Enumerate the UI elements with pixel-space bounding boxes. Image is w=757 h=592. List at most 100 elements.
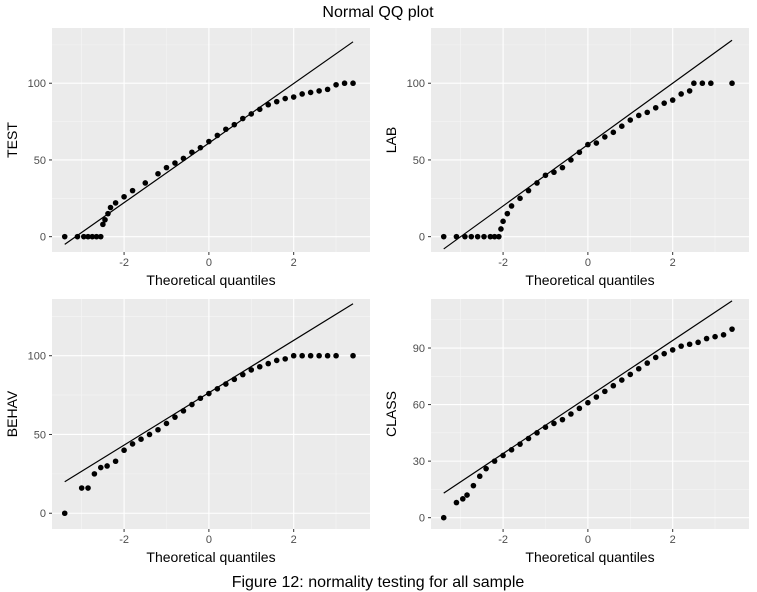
qq-point: [129, 187, 136, 194]
y-tick-label: 0: [40, 232, 46, 244]
y-tick-label: 50: [413, 155, 425, 167]
qq-point: [686, 341, 693, 348]
qq-point: [240, 115, 246, 122]
qq-point: [585, 141, 591, 148]
qq-point: [121, 447, 127, 454]
qq-point: [290, 94, 297, 100]
x-tick-label: 0: [206, 257, 212, 269]
qq-point: [568, 411, 574, 417]
y-tick-label: 50: [34, 429, 46, 441]
qq-point: [559, 416, 566, 423]
qq-point: [661, 100, 667, 106]
qq-point: [468, 233, 475, 240]
x-tick-label: -2: [119, 257, 129, 269]
qq-point: [265, 360, 272, 367]
figure-caption: Figure 12: normality testing for all sam…: [232, 574, 525, 591]
y-tick-label: 60: [413, 400, 425, 412]
x-tick-label: -2: [498, 257, 508, 269]
qq-point: [635, 112, 642, 119]
qq-point: [576, 149, 583, 156]
qq-point: [206, 390, 212, 397]
qq-point: [619, 123, 625, 129]
qq-point: [206, 138, 212, 145]
qq-point: [559, 164, 566, 171]
y-tick-label: 0: [40, 508, 46, 520]
qq-point: [462, 233, 468, 240]
qq-point: [534, 180, 540, 186]
qq-panel-class: -2 0 2 0 30 60 90 Theoretical quantiles CLASS: [383, 299, 749, 565]
qq-point: [440, 514, 447, 521]
y-axis-title: BEHAV: [4, 390, 20, 437]
qq-point: [708, 80, 714, 87]
qq-point: [307, 89, 314, 96]
qq-point: [324, 86, 331, 93]
qq-point: [695, 339, 701, 346]
qq-point: [282, 356, 289, 362]
qq-point: [504, 210, 511, 217]
qq-point: [265, 101, 272, 108]
qq-point: [610, 382, 617, 389]
qq-point: [483, 465, 489, 472]
qq-point: [729, 80, 735, 87]
qq-point: [299, 91, 305, 97]
qq-point: [635, 365, 642, 372]
y-tick-label: 0: [419, 232, 425, 244]
qq-point: [568, 157, 574, 163]
qq-point: [619, 377, 625, 383]
x-axis-title: Theoretical quantiles: [525, 272, 654, 288]
qq-point: [551, 169, 557, 176]
qq-point: [602, 388, 608, 395]
qq-point: [661, 350, 667, 357]
qq-point: [729, 326, 735, 332]
qq-point: [121, 193, 127, 200]
qq-point: [720, 332, 727, 338]
x-tick-label: 2: [291, 534, 297, 546]
x-tick-label: 0: [585, 534, 591, 546]
x-tick-label: 2: [670, 257, 676, 269]
qq-point: [316, 352, 322, 359]
qq-point: [107, 204, 114, 211]
qq-point: [585, 399, 591, 406]
qq-point: [104, 463, 110, 469]
qq-point: [476, 473, 483, 480]
main-title: Normal QQ plot: [322, 4, 434, 21]
qq-point: [508, 447, 515, 453]
x-tick-label: 0: [206, 534, 212, 546]
qq-point: [453, 499, 460, 506]
qq-point: [500, 218, 506, 225]
y-tick-label: 30: [413, 456, 425, 468]
qq-point: [299, 352, 305, 359]
panel-background: [431, 28, 749, 252]
y-axis-title: LAB: [383, 127, 399, 153]
qq-point: [214, 132, 221, 139]
panels-group: -2 0 2 0 50 100 Theoretical quantiles TEST -2 0 2 0…: [4, 28, 749, 565]
qq-point: [542, 172, 549, 179]
qq-point: [197, 144, 204, 151]
y-axis-title: TEST: [4, 122, 20, 158]
y-tick-label: 0: [419, 513, 425, 525]
qq-point: [491, 458, 498, 464]
panel-background: [431, 299, 749, 529]
qq-point: [678, 91, 684, 97]
qq-point: [464, 492, 470, 498]
qq-panel-lab: -2 0 2 0 50 100 Theoretical quantiles LAB: [383, 28, 749, 288]
qq-point: [273, 98, 280, 105]
qq-point: [350, 80, 356, 87]
qq-point: [155, 170, 161, 177]
qq-point: [189, 401, 195, 408]
y-tick-label: 100: [28, 351, 46, 363]
x-axis-title: Theoretical quantiles: [146, 549, 275, 565]
y-axis-title: CLASS: [383, 391, 399, 437]
qq-point: [341, 80, 348, 87]
qq-point: [474, 233, 481, 240]
qq-point: [517, 195, 523, 202]
qq-point: [460, 496, 466, 502]
qq-point: [223, 381, 229, 387]
qq-point: [525, 187, 532, 194]
qq-point: [551, 420, 557, 427]
qq-point: [712, 333, 718, 340]
y-tick-label: 100: [407, 78, 425, 90]
qq-point: [593, 394, 600, 400]
